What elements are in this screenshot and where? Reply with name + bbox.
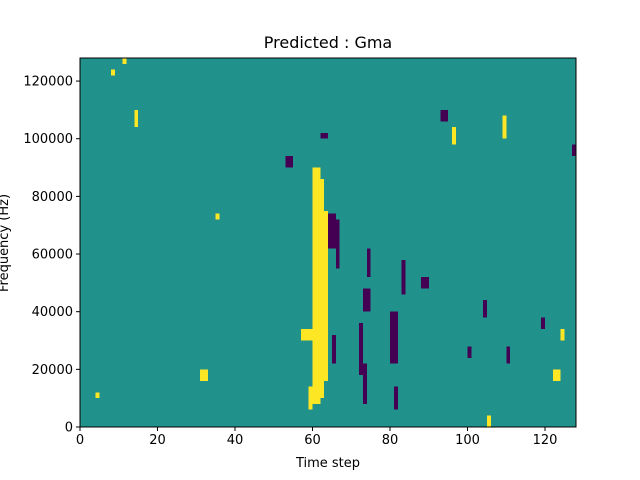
heatmap-cell (200, 369, 208, 381)
heatmap-cell (393, 386, 398, 410)
heatmap-cell (324, 210, 328, 381)
heatmap-cell (362, 288, 371, 312)
heatmap-cell (362, 363, 367, 404)
heatmap-cell (122, 58, 127, 64)
y-tick-label: 80000 (32, 190, 73, 205)
heatmap-cell (335, 219, 340, 269)
y-axis-title: Frequency (Hz) (0, 194, 12, 292)
y-tick-label: 100000 (23, 132, 73, 147)
heatmap-cell (366, 248, 371, 278)
y-axis: 0 20000 40000 60000 80000 100000 120000 (23, 75, 80, 436)
x-tick-label: 120 (533, 433, 558, 448)
heatmap-cell (541, 317, 545, 329)
plot-area (80, 58, 576, 427)
heatmap-cell (502, 115, 507, 139)
heatmap-cell (320, 179, 325, 399)
heatmap-cell (440, 109, 449, 122)
heatmap-cell (401, 259, 406, 295)
heatmap-cell (390, 311, 398, 364)
x-axis-title: Time step (295, 456, 360, 471)
heatmap-cell (421, 277, 429, 289)
heatmap-cell (486, 415, 491, 427)
x-tick-label: 40 (227, 433, 244, 448)
heatmap-cell (552, 369, 561, 381)
heatmap-cell (452, 127, 456, 145)
x-tick-label: 20 (149, 433, 166, 448)
heatmap-cell (134, 109, 139, 128)
y-tick-label: 0 (65, 421, 73, 436)
x-tick-label: 0 (76, 433, 84, 448)
heatmap-cell (506, 346, 511, 364)
heatmap-cell (95, 392, 100, 399)
heatmap-cell (560, 328, 565, 341)
y-tick-label: 40000 (32, 305, 73, 320)
y-tick-label: 120000 (23, 75, 73, 90)
heatmap-cell (312, 167, 321, 404)
x-tick-label: 80 (382, 433, 399, 448)
x-axis: 0 20 40 60 80 100 120 (76, 427, 558, 448)
x-tick-label: 60 (304, 433, 321, 448)
heatmap-cell (215, 213, 220, 220)
plot-frame (79, 57, 577, 428)
heatmap-cell (483, 300, 487, 318)
y-tick-label: 20000 (32, 363, 73, 378)
heatmap-cell (467, 346, 472, 358)
heatmap-cell (111, 69, 115, 76)
heatmap-cell (331, 334, 336, 364)
chart-title: Predicted : Gma (264, 33, 392, 52)
y-tick-label: 60000 (32, 248, 73, 263)
heatmap-cell (320, 132, 328, 139)
x-tick-label: 100 (455, 433, 480, 448)
heatmap-cell (285, 156, 294, 168)
heatmap-cell (308, 386, 313, 410)
heatmap-cell (300, 328, 313, 341)
heatmap-cell (328, 213, 336, 249)
heatmap-cell (572, 144, 576, 157)
heatmap-cell (359, 323, 363, 376)
